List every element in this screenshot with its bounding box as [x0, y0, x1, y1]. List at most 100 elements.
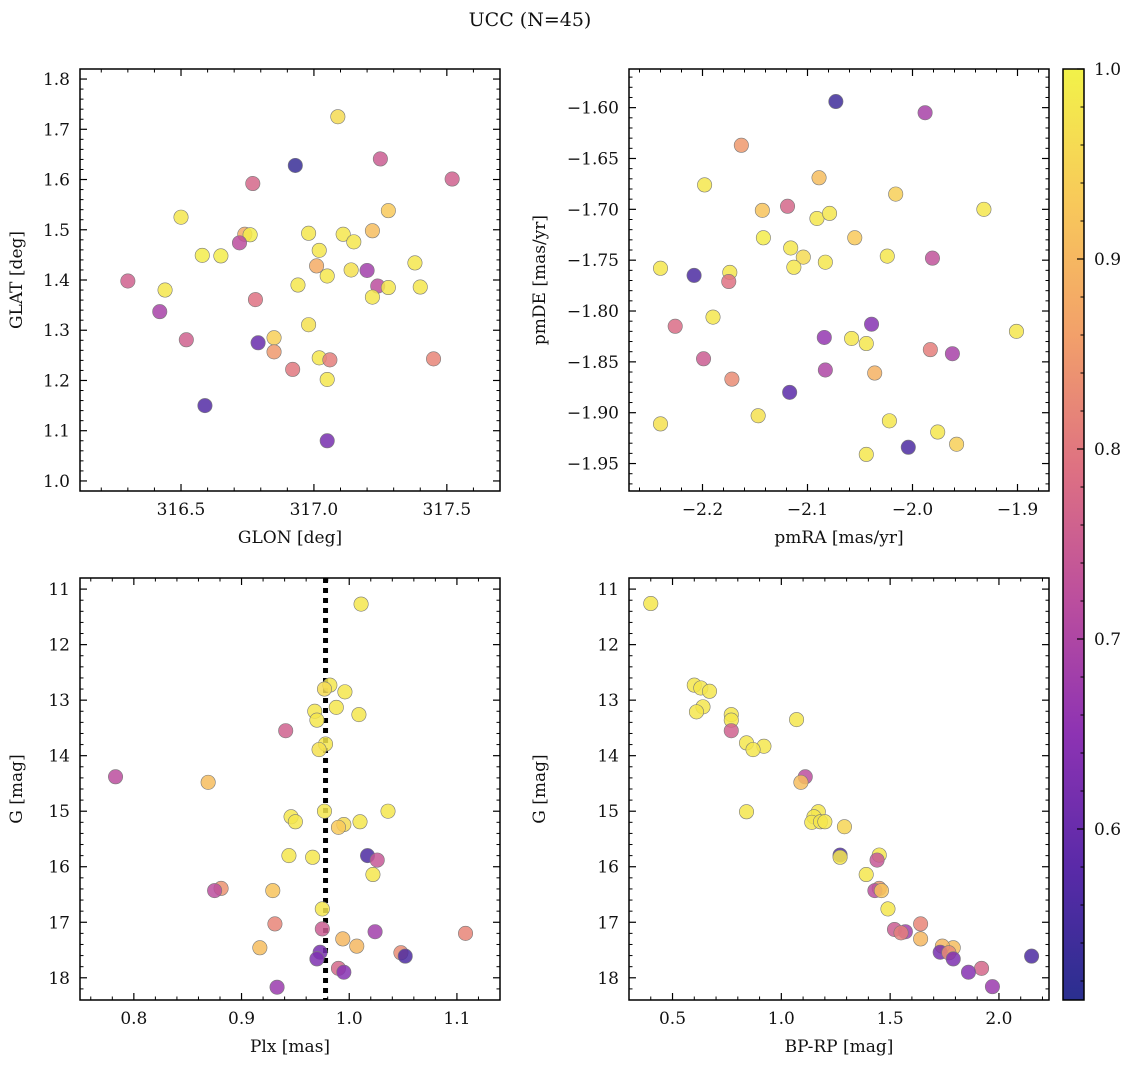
scatter-point	[330, 109, 346, 125]
scatter-point	[316, 803, 332, 819]
y-tick-label: 1.4	[43, 271, 70, 291]
scatter-panel-2: −2.2 −2.1 −2.0 −1.9 −1.95 −1.90 −1.85 −1.80 −1.7…	[530, 68, 1050, 548]
x-tick-label: 1.5	[877, 1009, 904, 1029]
y-axis-label: G [mag]	[530, 754, 550, 823]
scatter-point	[858, 446, 874, 462]
scatter-panel-1: 316.5 317.0 317.5 1.0 1.1 1.2 1.3 1.4 1.5 1.6 1.7 1…	[7, 68, 501, 548]
scatter-point	[786, 259, 802, 275]
x-tick-label: 1.1	[443, 1009, 470, 1029]
scatter-point	[782, 384, 798, 400]
scatter-point	[269, 979, 285, 995]
y-tick-label: 12	[597, 636, 619, 656]
scatter-point	[349, 938, 365, 954]
x-tick-label: −2.1	[787, 500, 828, 520]
y-tick-label: 15	[48, 802, 70, 822]
y-tick-label: 12	[48, 636, 70, 656]
scatter-point	[880, 901, 896, 917]
scatter-panel-3: 0.8 0.9 1.0 1.1 11 12 13 14 15 16 17 18 Plx [mas] G […	[7, 577, 501, 1057]
scatter-point	[960, 964, 976, 980]
scatter-point	[305, 849, 321, 865]
scatter-point	[754, 202, 770, 218]
scatter-point	[265, 883, 281, 899]
scatter-point	[120, 273, 136, 289]
scatter-point	[194, 247, 210, 263]
scatter-point	[867, 365, 883, 381]
x-tick-label: 317.5	[422, 500, 471, 520]
scatter-point	[335, 931, 351, 947]
y-tick-label: 1.6	[43, 171, 70, 191]
y-tick-label: 1.8	[43, 70, 70, 90]
scatter-point	[984, 979, 1000, 995]
scatter-point	[913, 916, 929, 932]
scatter-point	[1024, 948, 1040, 964]
scatter-point	[178, 332, 194, 348]
scatter-point	[322, 352, 338, 368]
scatter-point	[267, 916, 283, 932]
scatter-point	[309, 712, 325, 728]
scatter-point	[795, 249, 811, 265]
scatter-point	[252, 940, 268, 956]
scatter-point	[213, 248, 229, 264]
scatter-point	[922, 342, 938, 358]
scatter-point	[858, 867, 874, 883]
scatter-point	[319, 268, 335, 284]
scatter-point	[696, 351, 712, 367]
y-tick-label: −1.85	[567, 353, 619, 373]
scatter-point	[873, 883, 889, 899]
y-tick-label: 14	[48, 747, 70, 767]
colorbar-tick-label: 0.6	[1094, 820, 1121, 840]
x-tick-label: 2.0	[985, 1009, 1012, 1029]
scatter-point	[844, 330, 860, 346]
scatter-point	[412, 279, 428, 295]
scatter-point	[697, 177, 713, 193]
scatter-point	[816, 329, 832, 345]
plot-frame	[79, 577, 501, 1001]
plot-frame	[79, 68, 501, 492]
scatter-point	[301, 225, 317, 241]
scatter-point	[733, 137, 749, 153]
scatter-point	[319, 371, 335, 387]
scatter-point	[888, 186, 904, 202]
scatter-point	[705, 309, 721, 325]
y-axis-label: pmDE [mas/yr]	[530, 215, 550, 345]
scatter-point	[364, 289, 380, 305]
scatter-point	[242, 227, 258, 243]
y-tick-label: 15	[597, 802, 619, 822]
scatter-point	[643, 596, 659, 612]
scatter-point	[314, 901, 330, 917]
scatter-point	[336, 964, 352, 980]
scatter-point	[688, 704, 704, 720]
scatter-point	[974, 960, 990, 976]
y-tick-label: 16	[597, 858, 619, 878]
y-tick-label: 1.2	[43, 371, 70, 391]
scatter-point	[444, 171, 460, 187]
plot-frame	[628, 68, 1050, 492]
scatter-point	[426, 351, 442, 367]
scatter-point	[817, 362, 833, 378]
y-tick-label: 1.3	[43, 321, 70, 341]
y-tick-label: 13	[48, 691, 70, 711]
x-tick-label: −2.0	[892, 500, 933, 520]
scatter-point	[364, 223, 380, 239]
scatter-point	[900, 439, 916, 455]
scatter-point	[836, 819, 852, 835]
scatter-point	[352, 814, 368, 830]
y-tick-label: 11	[597, 580, 619, 600]
scatter-point	[247, 292, 263, 308]
y-tick-label: 1.7	[43, 120, 70, 140]
scatter-point	[207, 883, 223, 899]
scatter-point	[200, 774, 216, 790]
y-tick-label: 11	[48, 580, 70, 600]
scatter-point	[353, 596, 369, 612]
scatter-point	[750, 408, 766, 424]
scatter-point	[652, 260, 668, 276]
panels-layer: 316.5 317.0 317.5 1.0 1.1 1.2 1.3 1.4 1.5 1.6 1.7 1…	[7, 68, 1050, 1057]
scatter-point	[745, 742, 761, 758]
scatter-point	[359, 262, 375, 278]
y-tick-label: −1.65	[567, 149, 619, 169]
plot-frame	[628, 577, 1050, 1001]
scatter-point	[780, 198, 796, 214]
colorbar-tick-label: 0.7	[1094, 630, 1121, 650]
scatter-point	[245, 176, 261, 192]
scatter-point	[346, 234, 362, 250]
